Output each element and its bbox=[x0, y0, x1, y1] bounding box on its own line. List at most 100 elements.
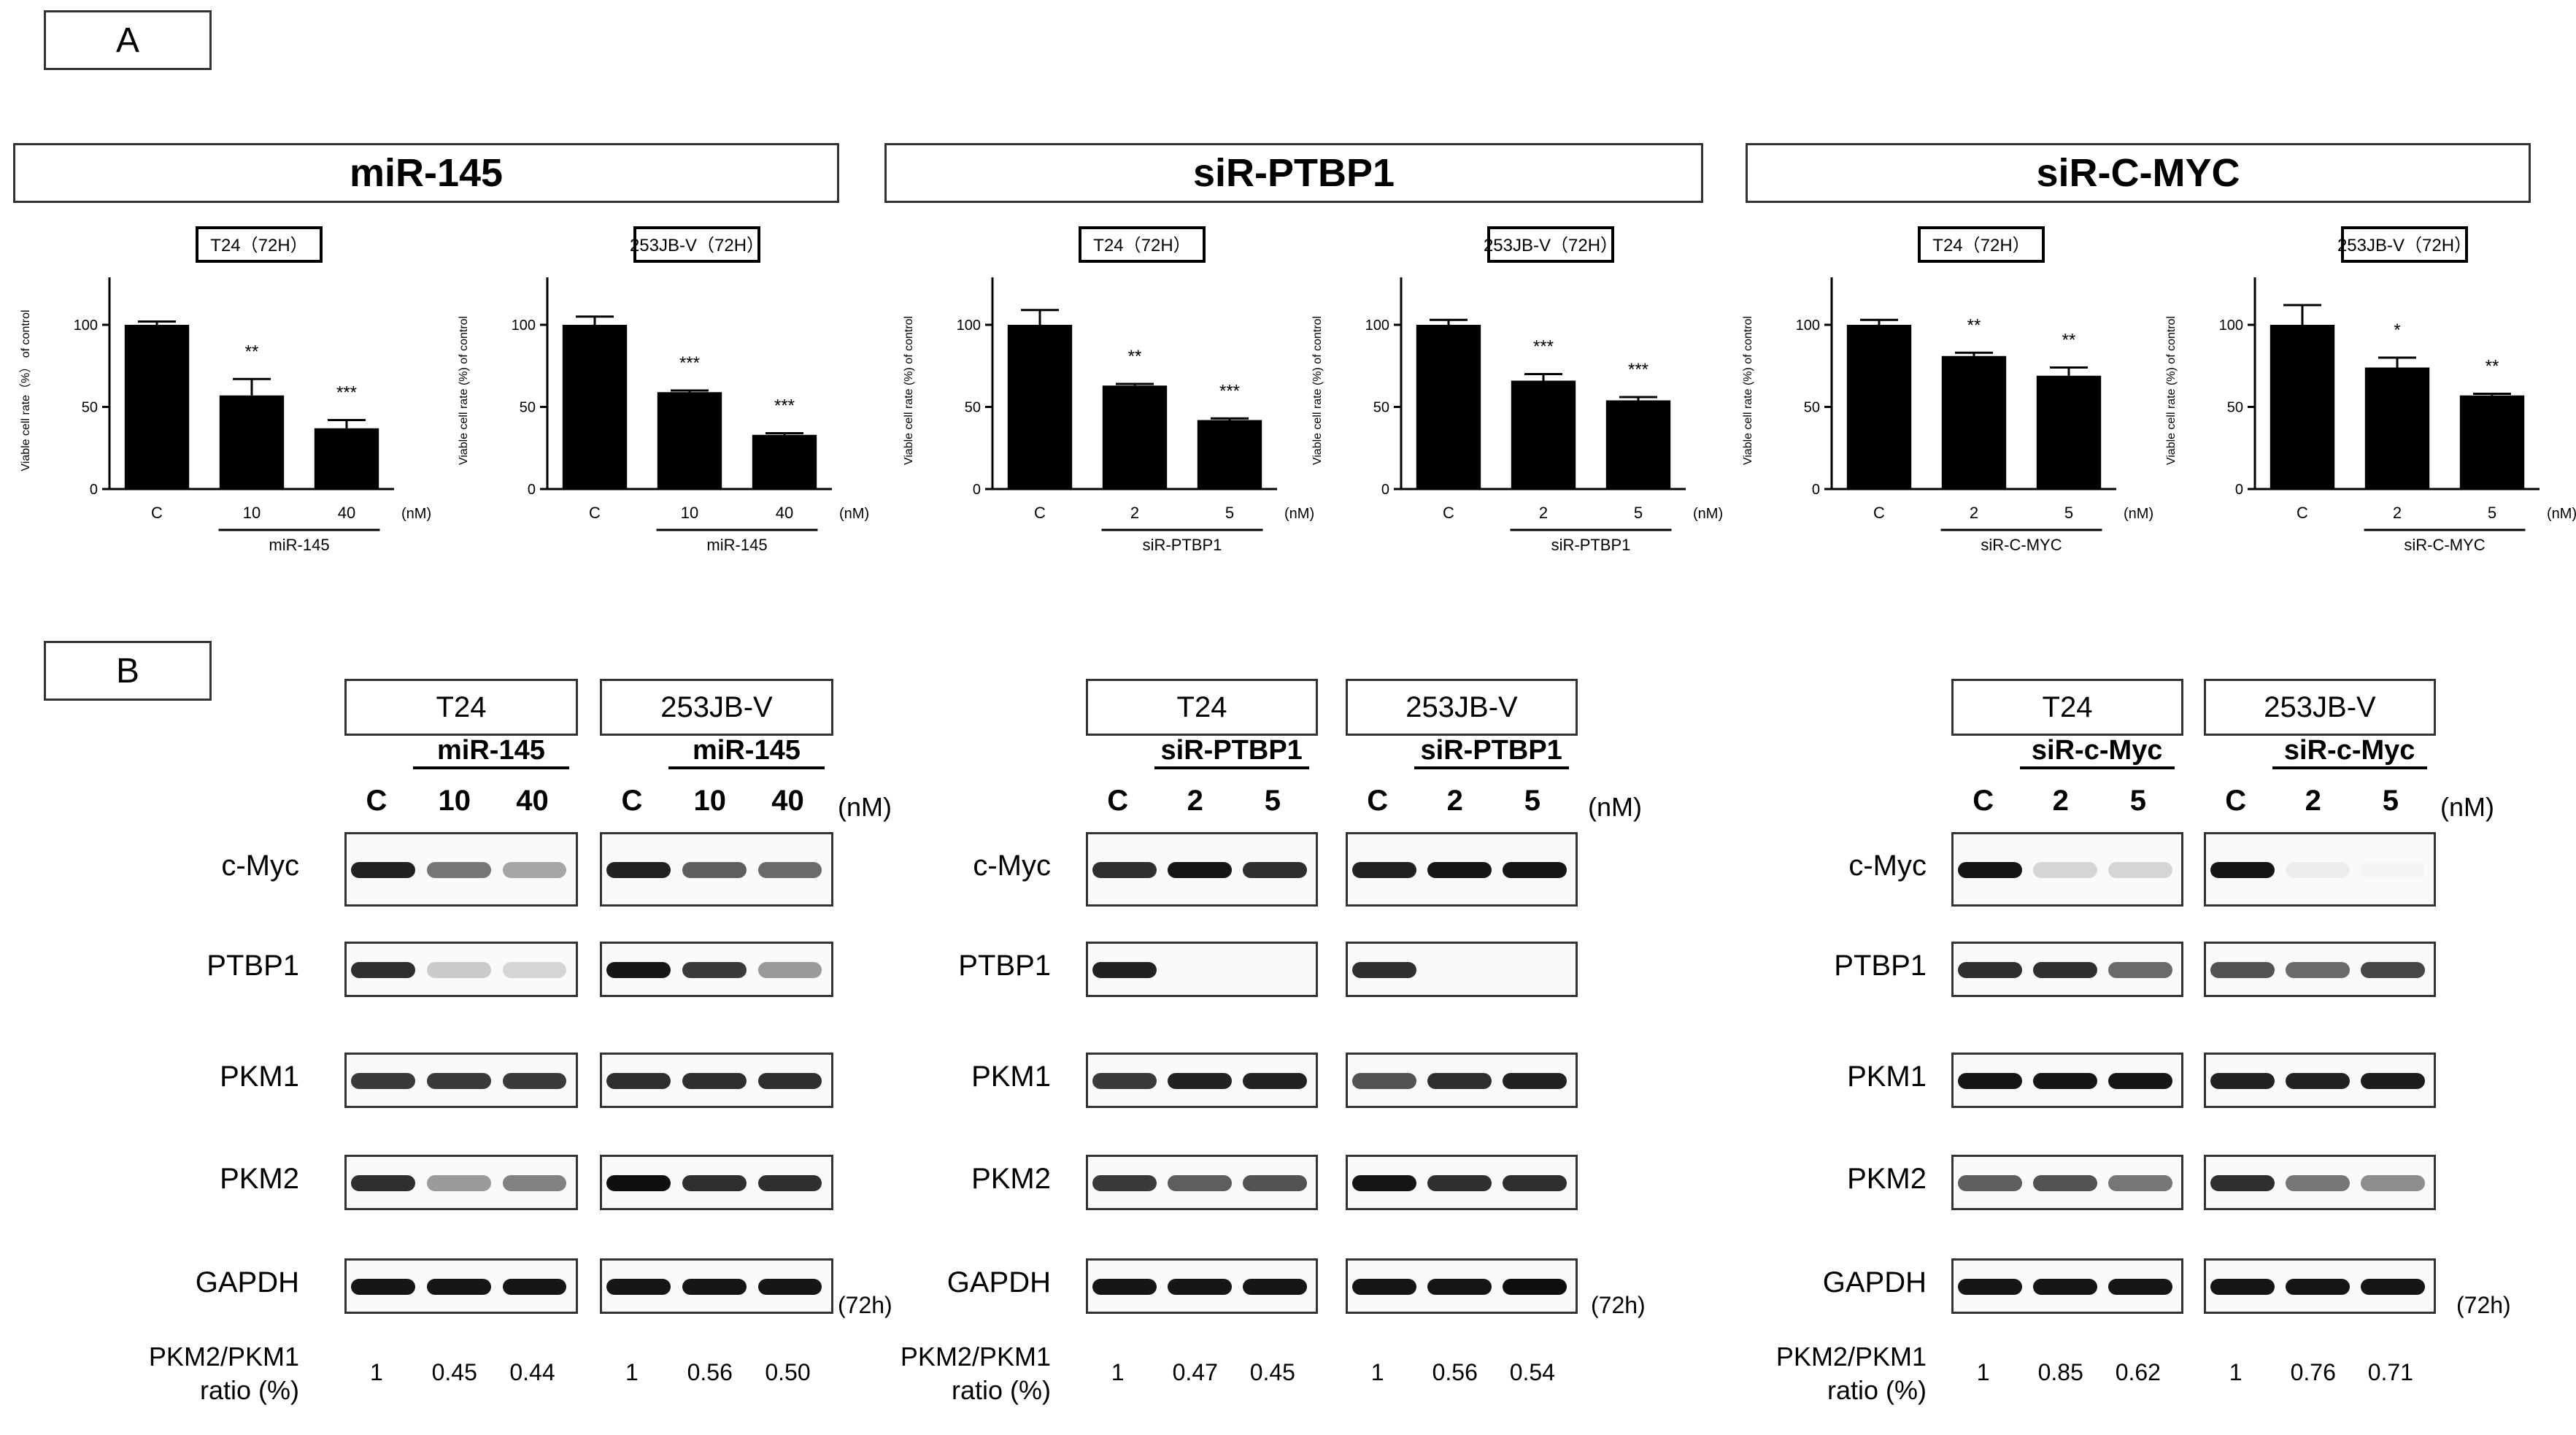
blot-gapdh bbox=[1951, 1258, 2183, 1314]
ratio-label: PKM2/PKM1 ratio (%) bbox=[148, 1342, 299, 1405]
ratio-value: 1 bbox=[1370, 1359, 1384, 1385]
y-tick-label: 0 bbox=[2235, 482, 2243, 498]
blot-ptbp1 bbox=[1346, 942, 1578, 997]
ratio-value: 0.47 bbox=[1172, 1359, 1218, 1385]
band bbox=[2108, 1279, 2172, 1295]
bar-5 bbox=[1197, 420, 1262, 489]
blot-gapdh bbox=[600, 1258, 833, 1314]
band bbox=[2361, 862, 2424, 878]
significance-label: *** bbox=[774, 396, 795, 416]
protein-label-c-myc: c-Myc bbox=[1848, 850, 1927, 882]
chart-title-box bbox=[1079, 226, 1206, 263]
band bbox=[606, 1279, 671, 1295]
band bbox=[502, 1279, 567, 1295]
band bbox=[1092, 862, 1157, 878]
bar-10 bbox=[219, 395, 285, 489]
band bbox=[757, 962, 822, 978]
band bbox=[1427, 1175, 1492, 1191]
chart-title: 253JB-V（72H） bbox=[1484, 236, 1618, 255]
band bbox=[2108, 1073, 2172, 1089]
significance-label: *** bbox=[679, 353, 700, 373]
group-title-sir-cmyc: siR-C-MYC bbox=[1746, 143, 2531, 203]
blot-ptbp1 bbox=[1951, 942, 2183, 997]
y-axis-label: Viable cell rate (%) of control bbox=[1742, 316, 1754, 465]
group-title-mir145: miR-145 bbox=[13, 143, 839, 203]
bar-2 bbox=[2364, 367, 2430, 489]
blot-pkm1 bbox=[2204, 1053, 2436, 1108]
x-unit-label: (nM) bbox=[839, 506, 869, 522]
protein-label-gapdh: GAPDH bbox=[195, 1266, 299, 1299]
protein-label-gapdh: GAPDH bbox=[946, 1266, 1051, 1299]
blot-ptbp1 bbox=[344, 942, 578, 997]
significance-label: ** bbox=[2486, 357, 2499, 377]
protein-label-ptbp1: PTBP1 bbox=[1834, 950, 1927, 982]
x-tick-label: 40 bbox=[776, 504, 793, 522]
significance-label: * bbox=[2394, 320, 2400, 340]
blot-pkm1 bbox=[600, 1053, 833, 1108]
band bbox=[757, 1279, 822, 1295]
protein-label-pkm1: PKM1 bbox=[220, 1061, 299, 1093]
y-tick-label: 0 bbox=[1381, 482, 1389, 498]
ratio-value: 0.50 bbox=[765, 1359, 811, 1385]
bar-2 bbox=[1102, 385, 1168, 489]
band bbox=[1092, 962, 1157, 978]
treatment-label: siR-C-MYC bbox=[2404, 536, 2485, 554]
blot-pkm2 bbox=[2204, 1155, 2436, 1210]
x-unit-label: (nM) bbox=[1693, 506, 1723, 522]
duration-label: (72h) bbox=[1591, 1292, 1646, 1318]
treatment-label: siR-c-Myc bbox=[2019, 734, 2175, 769]
cell-line-header: T24 bbox=[344, 679, 578, 736]
ratio-value: 1 bbox=[370, 1359, 383, 1385]
band bbox=[1958, 862, 2022, 878]
band bbox=[2286, 962, 2350, 978]
band bbox=[606, 962, 671, 978]
significance-label: ** bbox=[1967, 315, 1981, 335]
band bbox=[502, 962, 567, 978]
band bbox=[351, 1073, 416, 1089]
chart-title: T24（72H） bbox=[1932, 236, 2029, 255]
band bbox=[1243, 862, 1307, 878]
x-tick-label: C bbox=[1873, 504, 1885, 522]
band bbox=[351, 1175, 416, 1191]
x-tick-label: 5 bbox=[1225, 504, 1234, 522]
band bbox=[1352, 1279, 1416, 1295]
band bbox=[2210, 1073, 2275, 1089]
protein-label-gapdh: GAPDH bbox=[1822, 1266, 1927, 1299]
cell-line-header: T24 bbox=[1086, 679, 1318, 736]
unit-label: (nM) bbox=[2440, 792, 2494, 822]
blot-c-myc bbox=[1346, 832, 1578, 907]
band bbox=[2033, 1279, 2097, 1295]
band bbox=[1427, 962, 1491, 978]
cell-line-header: 253JB-V bbox=[600, 679, 833, 736]
band bbox=[1352, 962, 1416, 978]
treatment-label: miR-145 bbox=[668, 734, 825, 769]
chart-title: 253JB-V（72H） bbox=[630, 236, 764, 255]
band bbox=[682, 1073, 747, 1089]
significance-label: *** bbox=[336, 383, 357, 403]
chart-title: T24（72H） bbox=[210, 236, 307, 255]
blot-c-myc bbox=[1951, 832, 2183, 907]
x-tick-label: 5 bbox=[1634, 504, 1643, 522]
x-tick-label: 40 bbox=[338, 504, 355, 522]
band bbox=[2210, 962, 2275, 978]
band bbox=[1352, 862, 1416, 878]
chart-title: T24（72H） bbox=[1093, 236, 1190, 255]
ratio-value: 0.45 bbox=[431, 1359, 477, 1385]
band bbox=[1958, 1279, 2022, 1295]
band bbox=[606, 1175, 671, 1191]
band bbox=[2108, 862, 2172, 878]
band bbox=[682, 1175, 747, 1191]
band bbox=[757, 1073, 822, 1089]
band bbox=[426, 1175, 491, 1191]
blot-gapdh bbox=[1346, 1258, 1578, 1314]
y-tick-label: 100 bbox=[2219, 318, 2243, 334]
treatment-label: siR-c-Myc bbox=[2272, 734, 2427, 769]
treatment-label: miR-145 bbox=[706, 536, 767, 554]
panel-label-a: A bbox=[44, 10, 212, 70]
blot-pkm2 bbox=[600, 1155, 833, 1210]
bar-2 bbox=[1941, 355, 2007, 489]
x-tick-label: 5 bbox=[2488, 504, 2496, 522]
blot-gapdh bbox=[2204, 1258, 2436, 1314]
bar-C bbox=[124, 325, 190, 489]
band bbox=[351, 962, 416, 978]
